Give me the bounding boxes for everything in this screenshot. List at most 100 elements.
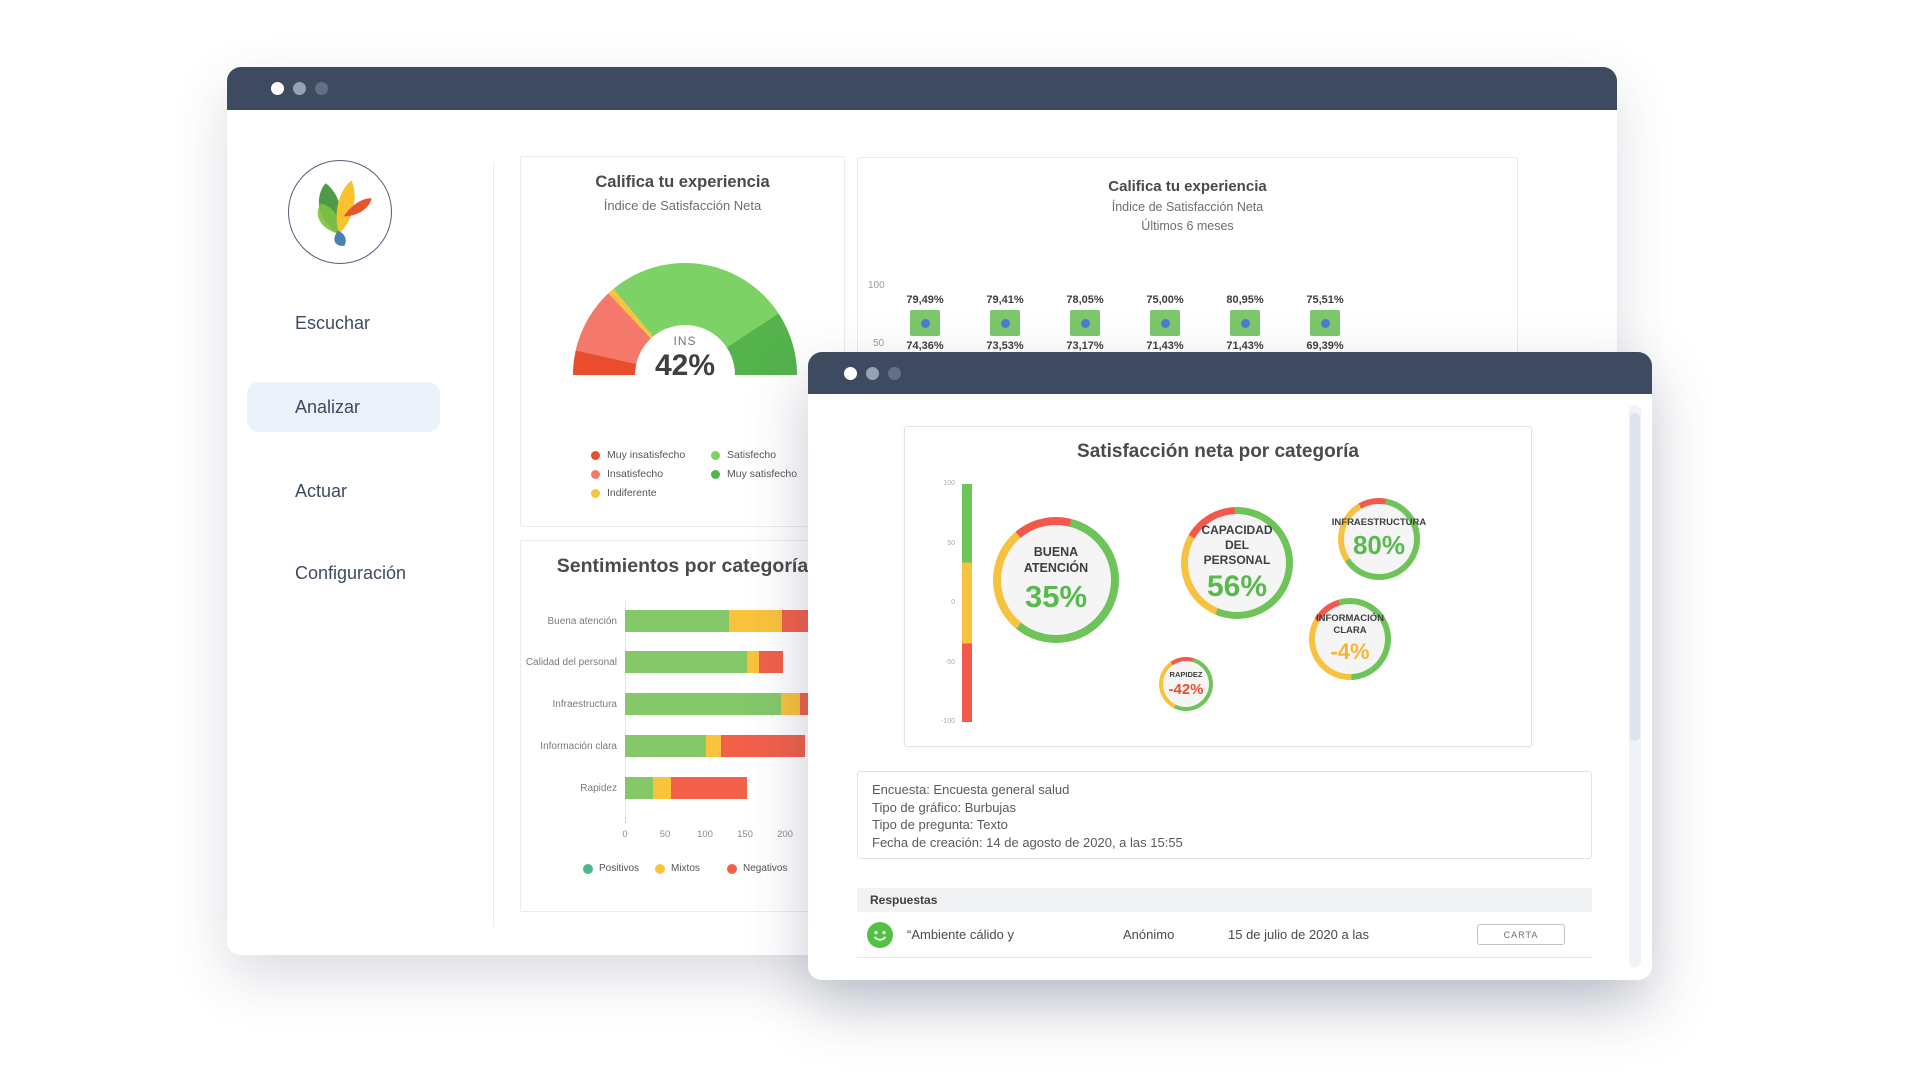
legend-dot-icon (591, 469, 600, 479)
sentiment-card: Sentimientos por categoría Buena atenció… (520, 540, 845, 912)
sentiment-bar-segment (720, 735, 805, 757)
sentiment-bar-segment (625, 610, 729, 632)
window-dot-3[interactable] (888, 366, 901, 380)
sidebar-item-analizar[interactable]: Analizar (247, 382, 440, 432)
sentiment-bar-segment (781, 693, 801, 715)
trend-dot-icon (920, 318, 930, 328)
sentiment-bar-segment (625, 693, 781, 715)
trend-bottom-value: 71,43% (1146, 340, 1184, 352)
window-dot-3[interactable] (315, 82, 328, 95)
legend-label: Satisfecho (727, 449, 777, 461)
bubble-card: Satisfacción neta por categoría 100 50 0 -5… (904, 426, 1532, 747)
response-row[interactable]: “Ambiente cálido y Anónimo 15 de julio d… (857, 912, 1592, 958)
trend-bottom-value: 73,53% (986, 340, 1024, 352)
legend-label: Mixtos (671, 863, 700, 874)
bubble-rapidez: RAPIDEZ -42% (1159, 657, 1213, 711)
sentiment-category-label: Información clara (540, 741, 617, 752)
trend-top-value: 75,00% (1146, 294, 1184, 306)
bubble-value: 35% (1024, 578, 1088, 614)
sentiment-bar-segment (653, 777, 671, 799)
bubble-capacidad-del-personal: CAPACIDAD DEL PERSONAL 56% (1181, 507, 1293, 619)
gauge-card-title: Califica tu experiencia (595, 173, 770, 191)
sentiment-x-tick: 50 (659, 829, 671, 840)
trend-ytick-50: 50 (873, 338, 885, 349)
sentiment-bar-segment (729, 610, 782, 632)
sentiment-bar-segment (625, 777, 653, 799)
nav-label: Actuar (295, 480, 348, 501)
gauge-ins-label: INS (673, 334, 697, 348)
sentiment-category-label: Calidad del personal (525, 657, 617, 668)
meta-encuesta: Encuesta: Encuesta general salud (872, 782, 1070, 797)
legend-dot-icon (711, 450, 720, 460)
sentiment-row: Rapidez (521, 777, 844, 799)
response-date: 15 de julio de 2020 a las (1228, 927, 1369, 942)
trend-dot-icon (1080, 318, 1090, 328)
gauge-legend-item: Insatisfecho (591, 468, 663, 480)
meta-fecha-creacion: Fecha de creación: 14 de agosto de 2020,… (872, 834, 1183, 850)
trend-bottom-value: 69,39% (1306, 340, 1344, 352)
legend-label: Muy satisfecho (727, 468, 798, 480)
sentiment-bar-segment (747, 651, 760, 673)
bubble-value: -42% (1168, 681, 1204, 699)
trend-bottom-value: 74,36% (906, 340, 944, 352)
trend-top-value: 78,05% (1066, 294, 1104, 306)
sentiment-row: Información clara (521, 735, 844, 757)
sidebar-item-escuchar[interactable]: Escuchar (247, 298, 440, 348)
sentiment-legend-item: Mixtos (655, 863, 700, 874)
carta-button[interactable]: CARTA (1477, 924, 1565, 945)
legend-dot-icon (727, 863, 737, 874)
sentiment-row: Buena atención (521, 610, 844, 632)
bubble-inner: INFRAESTRUCTURA 80% (1332, 504, 1426, 574)
gauge-card-subtitle: Índice de Satisfacción Neta (603, 198, 762, 213)
sidebar-divider (493, 162, 494, 927)
trend-card-title: Califica tu experiencia (1108, 178, 1267, 195)
window-dot-1[interactable] (271, 82, 284, 95)
back-window-titlebar (227, 67, 1617, 110)
bubble-name: INFORMACIÓN CLARA (1315, 613, 1385, 636)
front-traffic-lights (844, 366, 901, 380)
sidebar-item-actuar[interactable]: Actuar (247, 466, 440, 516)
front-window-titlebar (808, 352, 1652, 394)
trend-top-value: 75,51% (1306, 294, 1344, 306)
bubble-name: CAPACIDAD DEL PERSONAL (1201, 522, 1273, 567)
sentiment-axis-tick (625, 817, 626, 823)
trend-top-value: 79,41% (986, 294, 1024, 306)
sentiment-category-label: Rapidez (580, 783, 617, 794)
chart-metadata-box: Encuesta: Encuesta general salud Tipo de… (857, 771, 1592, 859)
scrollbar-thumb[interactable] (1630, 413, 1640, 741)
scrollbar-track[interactable] (1629, 405, 1641, 967)
meta-tipo-pregunta: Tipo de pregunta: Texto (872, 817, 1008, 832)
bubble-name: RAPIDEZ (1169, 669, 1203, 679)
window-dot-2[interactable] (293, 82, 306, 95)
trend-upper-bar (990, 310, 1020, 336)
scale-tick-label: 50 (947, 539, 955, 547)
legend-dot-icon (711, 469, 720, 479)
bubble-name: BUENA ATENCIÓN (1023, 545, 1089, 575)
sentiment-x-tick: 0 (622, 829, 628, 840)
bubble-name: INFRAESTRUCTURA (1331, 516, 1427, 528)
sidebar-item-configuracion[interactable]: Configuración (247, 548, 440, 598)
trend-card-subtitle: Índice de Satisfacción Neta (1111, 200, 1264, 214)
bubble-infraestructura: INFRAESTRUCTURA 80% (1332, 498, 1426, 580)
sentiment-bar-segment (625, 651, 748, 673)
trend-upper-bar (910, 310, 940, 336)
gauge-center: INS 42% (635, 325, 735, 382)
legend-label: Negativos (743, 863, 788, 874)
window-dot-2[interactable] (866, 366, 879, 380)
sentiment-category-label: Infraestructura (552, 699, 617, 710)
trend-top-value: 79,49% (906, 294, 944, 306)
sentiment-bar (625, 651, 784, 673)
legend-label: Indiferente (607, 487, 657, 499)
bubble-card-title: Satisfacción neta por categoría (1077, 441, 1359, 462)
meta-tipo-grafico: Tipo de gráfico: Burbujas (872, 799, 1017, 815)
trend-dot-icon (1000, 318, 1010, 328)
sentiment-category-label: Buena atención (547, 616, 617, 627)
trend-bottom-value: 71,43% (1226, 340, 1264, 352)
sentiment-bar-segment (670, 777, 747, 799)
sidebar: Escuchar Analizar Actuar Configuración (227, 110, 514, 955)
window-dot-1[interactable] (844, 366, 857, 380)
sentiment-bar (625, 777, 747, 799)
trend-dot-icon (1160, 318, 1170, 328)
sentiment-bar-segment (759, 651, 784, 673)
